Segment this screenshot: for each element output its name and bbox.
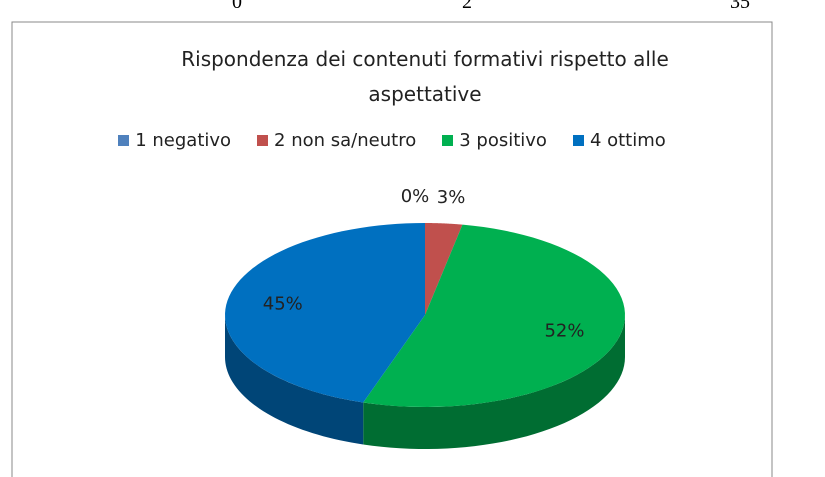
data-label: 0%	[401, 186, 430, 207]
slice	[225, 223, 425, 403]
slice-side	[225, 315, 364, 445]
legend-item: 4 ottimo	[572, 130, 666, 151]
legend-item: 3 positivo	[442, 130, 547, 151]
slice	[363, 224, 625, 407]
legend-swatch	[118, 135, 130, 146]
legend-label: 3 positivo	[459, 130, 547, 151]
legend: 1 negativo 2 non sa/neutro 3 positivo 4 ott…	[12, 130, 772, 151]
legend-label: 4 ottimo	[589, 130, 666, 151]
clipped-text: 35	[730, 0, 750, 13]
data-label: 45%	[263, 294, 303, 315]
legend-swatch	[257, 135, 269, 146]
slice	[425, 223, 463, 315]
clipped-text: 2	[462, 0, 472, 13]
clipped-text: 0	[232, 0, 242, 13]
legend-label: 2 non sa/neutro	[274, 130, 417, 151]
legend-label: 1 negativo	[135, 130, 232, 151]
legend-item: 1 negativo	[118, 130, 231, 151]
chart-title: Rispondenza dei contenuti formativi risp…	[181, 47, 669, 106]
legend-swatch	[442, 135, 454, 146]
data-label: 52%	[544, 320, 584, 341]
slice-side	[363, 315, 625, 449]
data-label: 3%	[437, 187, 466, 208]
legend-swatch	[572, 135, 584, 146]
legend-item: 2 non sa/neutro	[257, 130, 416, 151]
